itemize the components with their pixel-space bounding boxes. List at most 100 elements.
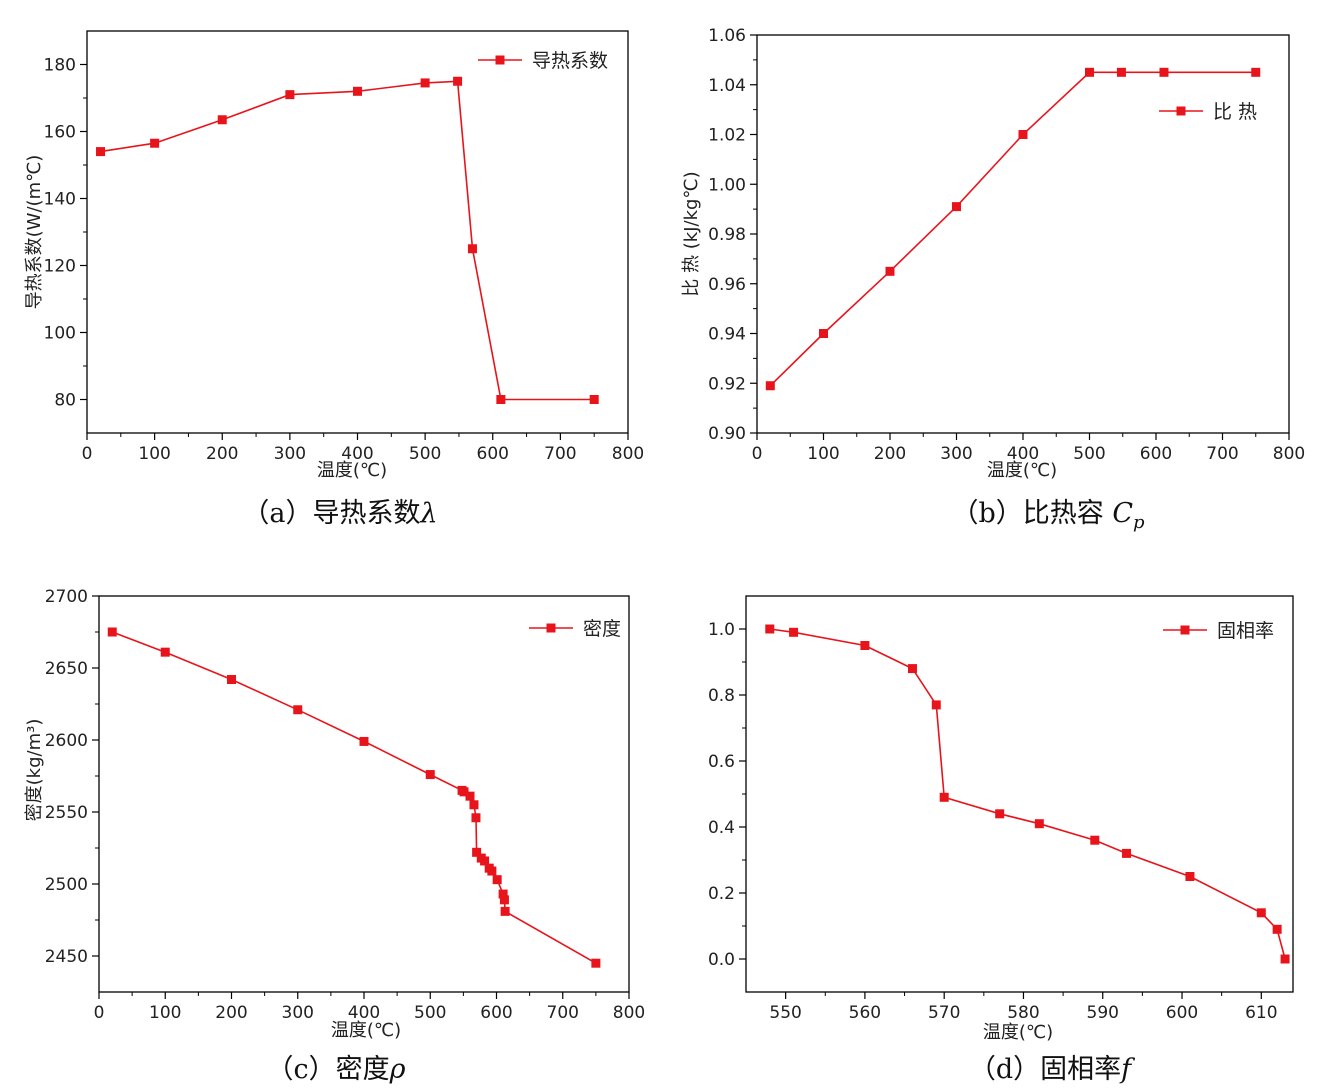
y-tick-label: 1.00: [708, 175, 746, 195]
data-point-marker: [150, 138, 160, 148]
legend-label: 导热系数: [532, 50, 608, 72]
plot-frame: [745, 595, 1294, 993]
y-tick-label: 180: [44, 56, 76, 76]
data-point-marker: [1116, 67, 1126, 77]
x-tick-label: 570: [928, 1003, 960, 1023]
y-tick-label: 0.4: [708, 818, 735, 838]
data-point-marker: [789, 627, 799, 637]
x-tick-label: 100: [149, 1003, 181, 1023]
legend-label: 密度: [583, 618, 621, 640]
y-tick-label: 1.0: [708, 620, 735, 640]
y-tick-label: 2550: [45, 803, 88, 823]
data-point-marker: [472, 847, 482, 857]
x-tick-label: 700: [544, 444, 576, 464]
y-tick-label: 0.8: [708, 686, 735, 706]
x-tick-label: 600: [477, 444, 509, 464]
y-tick-label: 2650: [45, 659, 88, 679]
data-point-marker: [465, 791, 475, 801]
x-tick-label: 600: [1140, 444, 1172, 464]
x-tick-label: 0: [752, 444, 763, 464]
data-point-marker: [459, 787, 469, 797]
series-line: [769, 71, 1256, 387]
data-point-marker: [492, 875, 502, 885]
data-point-marker: [591, 958, 601, 968]
legend-marker: [1176, 106, 1186, 116]
data-point-marker: [819, 329, 828, 338]
y-tick-label: 2500: [45, 875, 88, 895]
y-axis-title: 导热系数(W/(m℃): [24, 155, 45, 310]
x-tick-label: 200: [206, 444, 238, 464]
x-tick-label: 0: [94, 1003, 105, 1023]
data-point-marker: [480, 856, 490, 866]
y-tick-label: 0.96: [708, 275, 746, 295]
x-tick-label: 300: [274, 444, 306, 464]
chart-panel-c: 0 100 200 300 400 500 600 700 800 2450 2500 2550 260…: [24, 587, 645, 1085]
data-point-marker: [939, 792, 949, 802]
data-point-marker: [1272, 924, 1282, 934]
y-tick-label: 120: [44, 257, 76, 277]
x-axis-title: 温度(℃): [317, 460, 387, 481]
data-point-marker: [1159, 67, 1169, 77]
x-tick-label: 300: [940, 444, 972, 464]
x-tick-label: 800: [612, 444, 644, 464]
x-axis-title: 温度(℃): [331, 1020, 401, 1041]
y-axis-title: 密度(kg/m³): [24, 719, 45, 822]
data-point-marker: [1256, 908, 1266, 918]
x-tick-label: 560: [849, 1003, 881, 1023]
y-axis-title: 比 热 (kJ/kg℃): [681, 171, 702, 296]
y-tick-label: 140: [44, 190, 76, 210]
x-tick-label: 580: [1007, 1003, 1039, 1023]
data-point-marker: [1034, 819, 1044, 829]
series-line: [100, 80, 595, 401]
y-tick-label: 0.98: [708, 225, 746, 245]
data-point-marker: [467, 244, 477, 254]
panel-caption: （b）比热容 Cp: [951, 498, 1145, 533]
y-tick-label: 160: [44, 123, 76, 143]
data-point-marker: [1122, 848, 1132, 858]
legend-label: 固相率: [1217, 620, 1274, 642]
panel-caption: （c）密度ρ: [267, 1054, 406, 1085]
x-tick-label: 500: [414, 1003, 446, 1023]
x-tick-label: 100: [807, 444, 839, 464]
y-tick-label: 80: [54, 391, 76, 411]
x-axis-title: 温度(℃): [983, 1022, 1053, 1043]
panel-caption: （a）导热系数λ: [242, 498, 437, 529]
x-tick-label: 100: [138, 444, 170, 464]
x-tick-label: 300: [282, 1003, 314, 1023]
data-point-marker: [1018, 130, 1028, 139]
chart-panel-d: 550 560 570 580 590 600 610 0.0 0.2 0.4 0.6 0.8 1.0 温…: [708, 595, 1294, 1085]
data-point-marker: [1185, 872, 1195, 881]
data-point-marker: [487, 866, 497, 876]
x-tick-label: 700: [547, 1003, 579, 1023]
series-line: [112, 631, 597, 964]
x-tick-label: 600: [480, 1003, 512, 1023]
data-point-marker: [420, 78, 430, 88]
data-point-marker: [496, 395, 506, 404]
x-tick-label: 400: [341, 444, 373, 464]
data-point-marker: [995, 809, 1005, 819]
data-point-marker: [453, 76, 463, 86]
x-tick-label: 400: [348, 1003, 380, 1023]
x-tick-label: 610: [1245, 1003, 1277, 1023]
x-tick-label: 200: [874, 444, 906, 464]
y-tick-label: 100: [44, 324, 76, 344]
chart-panel-b: 0 100 200 300 400 500 600 700 800 0.90 0.92 0.94 0.9…: [681, 26, 1305, 533]
chart-panel-a: 0 100 200 300 400 500 600 700 800 80 100 120 140 160 1…: [24, 30, 644, 529]
data-point-marker: [952, 202, 961, 212]
data-point-marker: [469, 800, 479, 810]
y-tick-label: 0.0: [708, 950, 735, 970]
x-tick-label: 200: [215, 1003, 247, 1023]
data-point-marker: [227, 675, 236, 685]
data-point-marker: [1251, 67, 1261, 77]
data-point-marker: [160, 647, 170, 657]
x-tick-label: 600: [1166, 1003, 1198, 1023]
y-tick-label: 2600: [45, 731, 88, 751]
data-point-marker: [765, 381, 775, 391]
y-tick-label: 2700: [45, 587, 88, 607]
y-tick-label: 0.94: [708, 325, 746, 345]
legend-marker: [546, 623, 556, 633]
data-point-marker: [353, 86, 362, 96]
y-tick-label: 1.06: [708, 26, 746, 46]
data-point-marker: [285, 90, 295, 100]
